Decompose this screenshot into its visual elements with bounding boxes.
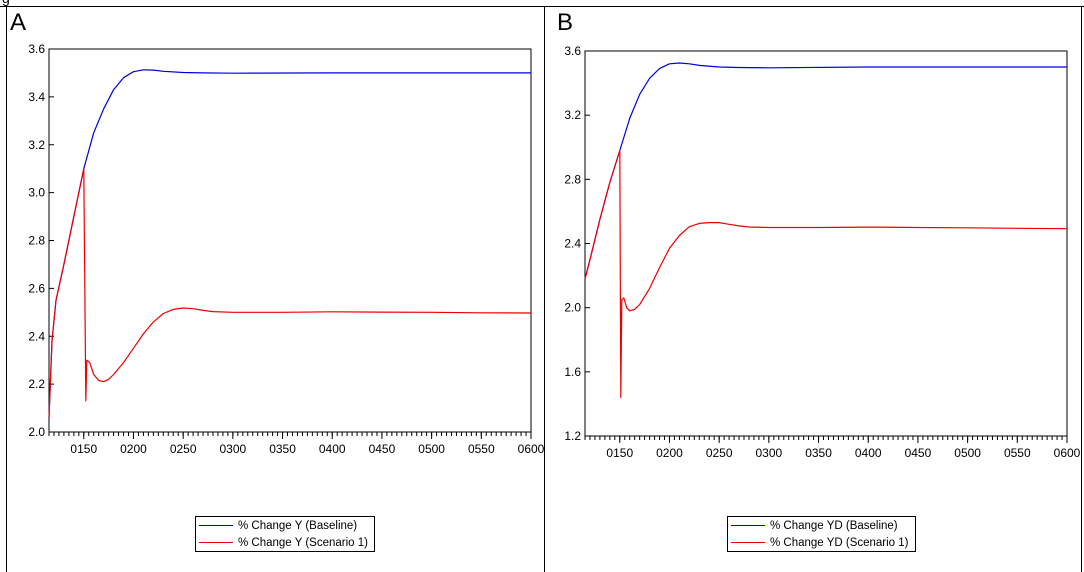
header-fragment: g xyxy=(2,0,10,6)
legend-b-scenario-label: % Change YD (Scenario 1) xyxy=(770,536,909,549)
y-tick-label-a-3: 2.6 xyxy=(28,281,45,295)
legend-a-baseline: % Change Y (Baseline) xyxy=(196,517,374,534)
y-tick-label-a-1: 2.2 xyxy=(28,377,45,391)
x-tick-label-b-4: 0350 xyxy=(805,446,832,460)
frame-right-border xyxy=(1081,6,1082,572)
y-tick-label-b-5: 3.2 xyxy=(564,108,581,122)
y-tick-label-a-4: 2.8 xyxy=(28,234,45,248)
x-tick-label-b-3: 0300 xyxy=(756,446,783,460)
x-tick-label-a-2: 0250 xyxy=(170,442,197,456)
x-tick-label-b-2: 0250 xyxy=(706,446,733,460)
series-line-b-baseline xyxy=(584,62,1067,279)
plot-area-b xyxy=(584,50,1068,437)
legend-a: % Change Y (Baseline) % Change Y (Scenar… xyxy=(195,516,375,552)
y-tick-label-b-2: 2.0 xyxy=(564,301,581,315)
chart-a: 2.0 2.2 2.4 2.6 2.8 3.0 3.2 3.4 3.6 0150 0200 0250 0… xyxy=(28,42,545,456)
frame-divider xyxy=(544,6,545,572)
frame-top-border xyxy=(0,6,1084,7)
x-tick-label-b-8: 0550 xyxy=(1004,446,1031,460)
x-tick-label-a-1: 0200 xyxy=(120,442,147,456)
legend-a-scenario-swatch xyxy=(199,542,233,543)
legend-a-baseline-swatch xyxy=(199,525,233,526)
y-tick-label-a-0: 2.0 xyxy=(28,425,45,439)
legend-a-scenario: % Change Y (Scenario 1) xyxy=(196,534,374,551)
x-tick-label-b-5: 0400 xyxy=(855,446,882,460)
x-tick-label-a-9: 0600 xyxy=(518,442,545,456)
legend-b-baseline: % Change YD (Baseline) xyxy=(728,517,915,534)
x-tick-label-a-6: 0450 xyxy=(369,442,396,456)
x-tick-label-b-6: 0450 xyxy=(905,446,932,460)
plot-area-a xyxy=(48,48,532,433)
x-tick-label-a-7: 0500 xyxy=(418,442,445,456)
chart-b: 1.2 1.6 2.0 2.4 2.8 3.2 3.6 0150 0200 0250 0300 035… xyxy=(564,44,1081,460)
y-tick-label-b-3: 2.4 xyxy=(564,237,581,251)
y-tick-label-a-7: 3.4 xyxy=(28,90,45,104)
x-tick-label-b-1: 0200 xyxy=(656,446,683,460)
x-tick-label-b-9: 0600 xyxy=(1054,446,1081,460)
x-tick-label-a-5: 0400 xyxy=(319,442,346,456)
y-tick-label-b-6: 3.6 xyxy=(564,44,581,58)
panel-a-letter: A xyxy=(10,9,27,36)
y-tick-label-b-0: 1.2 xyxy=(564,429,581,443)
legend-b-baseline-label: % Change YD (Baseline) xyxy=(770,519,898,532)
panel-b-letter: B xyxy=(557,9,574,36)
legend-a-scenario-label: % Change Y (Scenario 1) xyxy=(238,536,368,549)
series-line-a-scenario xyxy=(48,168,532,418)
x-tick-label-b-7: 0500 xyxy=(954,446,981,460)
legend-b: % Change YD (Baseline) % Change YD (Scen… xyxy=(727,516,916,552)
x-tick-label-a-4: 0350 xyxy=(269,442,296,456)
y-tick-label-a-5: 3.0 xyxy=(28,186,45,200)
y-tick-label-a-6: 3.2 xyxy=(28,138,45,152)
x-tick-label-a-0: 0150 xyxy=(70,442,97,456)
x-tick-label-b-0: 0150 xyxy=(606,446,633,460)
series-line-b-scenario xyxy=(584,149,1068,399)
frame-left-border xyxy=(6,6,7,572)
legend-a-baseline-label: % Change Y (Baseline) xyxy=(238,519,358,532)
x-tick-label-a-8: 0550 xyxy=(468,442,495,456)
legend-b-scenario-swatch xyxy=(731,542,765,543)
legend-b-scenario: % Change YD (Scenario 1) xyxy=(728,534,915,551)
y-tick-label-a-2: 2.4 xyxy=(28,329,45,343)
y-tick-label-b-1: 1.6 xyxy=(564,365,581,379)
y-tick-label-b-4: 2.8 xyxy=(564,172,581,186)
x-tick-label-a-3: 0300 xyxy=(220,442,247,456)
y-tick-label-a-8: 3.6 xyxy=(28,42,45,56)
legend-b-baseline-swatch xyxy=(731,525,765,526)
